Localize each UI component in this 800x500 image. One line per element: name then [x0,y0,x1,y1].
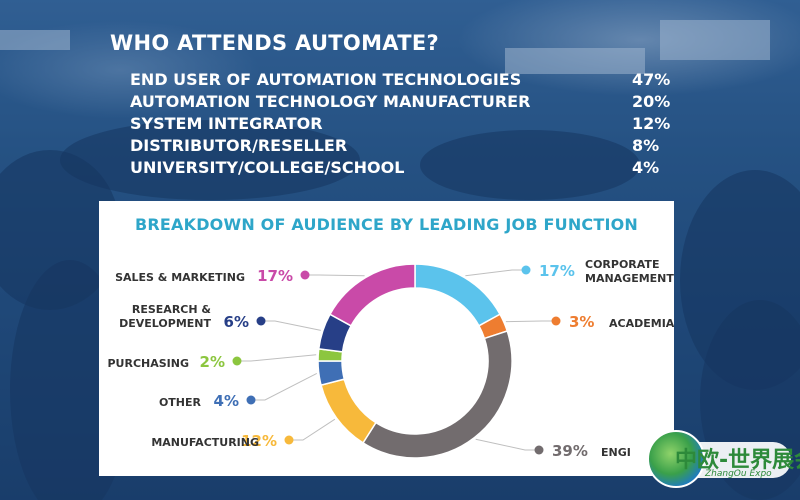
callout-dot [521,265,531,275]
callout-dot [534,445,544,455]
callout-dot [300,270,310,280]
leader-line [261,320,321,331]
background-banner [660,20,770,60]
logo-english-text: ZhangOu Expo [705,469,772,479]
attendee-stats: END USER OF AUTOMATION TECHNOLOGIES 47% … [130,70,670,180]
attendee-row: DISTRIBUTOR/RESELLER 8% [130,136,670,158]
leader-line [289,418,336,441]
attendee-row: END USER OF AUTOMATION TECHNOLOGIES 47% [130,70,670,92]
attendee-row: UNIVERSITY/COLLEGE/SCHOOL 4% [130,158,670,180]
slice-category-label: PURCHASING [107,357,189,370]
donut-slice [328,263,416,327]
leader-line [237,354,317,362]
chart-title: BREAKDOWN OF AUDIENCE BY LEADING JOB FUN… [134,215,639,234]
attendee-row: SYSTEM INTEGRATOR 12% [130,114,670,136]
attendee-percent: 8% [632,136,660,155]
attendee-label: END USER OF AUTOMATION TECHNOLOGIES [130,70,522,89]
background-crowd [60,120,360,200]
attendee-percent: 4% [632,158,660,177]
background-banner [505,48,645,74]
expo-logo: 中欧-世界展会 ZhangOu Expo [645,428,800,490]
slice-percent-label: 4% [214,392,239,410]
logo-chinese-text: 中欧-世界展会 [675,448,800,473]
globe-icon [647,430,705,488]
slice-category-label: RESEARCH & [132,303,212,316]
slice-category-label: ACADEMIA [609,317,674,330]
slice-percent-label: 39% [552,442,588,460]
slice-category-label: CORPORATE [585,258,659,271]
leader-line [251,372,318,401]
callout-dot [256,316,266,326]
leader-line [475,438,539,451]
leader-line [305,274,365,277]
slice-percent-label: 17% [539,262,575,280]
callout-dot [232,356,242,366]
attendee-label: SYSTEM INTEGRATOR [130,114,323,133]
attendee-percent: 47% [632,70,671,89]
attendee-row: AUTOMATION TECHNOLOGY MANUFACTURER 20% [130,92,670,114]
attendee-label: DISTRIBUTOR/RESELLER [130,136,348,155]
slice-category-label: MANUFACTURING [151,436,259,449]
callout-dot [246,395,256,405]
attendee-label: AUTOMATION TECHNOLOGY MANUFACTURER [130,92,531,111]
donut-slice [361,330,513,459]
slice-percent-label: 3% [569,313,594,331]
slice-category-label: DEVELOPMENT [119,317,211,330]
attendee-percent: 12% [632,114,671,133]
headline: WHO ATTENDS AUTOMATE? [110,31,439,55]
attendee-percent: 20% [632,92,671,111]
slice-category-label: ENGI [601,446,631,459]
callout-dot [284,435,294,445]
chart-panel: BREAKDOWN OF AUDIENCE BY LEADING JOB FUN… [99,201,674,476]
callout-dot [551,316,561,326]
slice-category-label: SALES & MARKETING [115,271,245,284]
slice-percent-label: 2% [200,353,225,371]
slice-percent-label: 17% [257,267,293,285]
leader-line [505,320,556,323]
background-banner [0,30,70,50]
background-crowd [420,130,640,200]
donut-slice [320,378,377,444]
slice-percent-label: 6% [224,313,249,331]
slice-category-label: MANAGEMENT [585,272,674,285]
slice-category-label: OTHER [159,396,202,409]
slice-percent-label: 12% [241,432,277,450]
attendee-label: UNIVERSITY/COLLEGE/SCHOOL [130,158,405,177]
leader-line [465,269,526,277]
